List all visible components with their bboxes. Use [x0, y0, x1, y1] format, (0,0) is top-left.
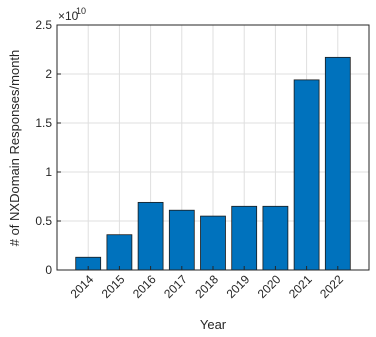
x-tick-label: 2021 — [286, 272, 315, 301]
y-axis-label: # of NXDomain Responses/month — [7, 50, 22, 247]
bar-2016 — [137, 201, 164, 271]
x-tick-label: 2019 — [224, 272, 253, 301]
x-tick-label: 2022 — [317, 272, 346, 301]
x-tick-label: 2016 — [130, 272, 159, 301]
y-axis-ticks: 0 0.5 1 1.5 2 2.5 — [35, 18, 61, 277]
y-exponent-power: 10 — [76, 6, 86, 16]
bar-2018 — [200, 215, 226, 271]
y-exponent-base: ×10 — [58, 9, 79, 23]
x-tick-label: 2014 — [68, 272, 97, 301]
y-tick-label: 0 — [45, 263, 52, 277]
x-axis-ticks: 2014 2015 2016 2017 2018 2019 2020 2021 2022 — [68, 266, 346, 301]
bar-2022 — [324, 56, 351, 271]
bar-2015 — [106, 234, 133, 271]
x-axis-label: Year — [200, 317, 227, 332]
bar-2020 — [262, 205, 289, 271]
y-tick-label: 0.5 — [35, 214, 52, 228]
y-tick-label: 2 — [45, 67, 52, 81]
bars — [75, 56, 351, 271]
x-tick-label: 2017 — [161, 272, 190, 301]
x-tick-label: 2015 — [99, 272, 128, 301]
bar-2017 — [168, 209, 195, 271]
bar-2021 — [293, 79, 320, 271]
bar-2019 — [231, 205, 258, 271]
y-tick-label: 1 — [45, 165, 52, 179]
y-tick-label: 2.5 — [35, 18, 52, 32]
x-tick-label: 2018 — [192, 272, 221, 301]
x-tick-label: 2020 — [255, 272, 284, 301]
y-tick-label: 1.5 — [35, 116, 52, 130]
